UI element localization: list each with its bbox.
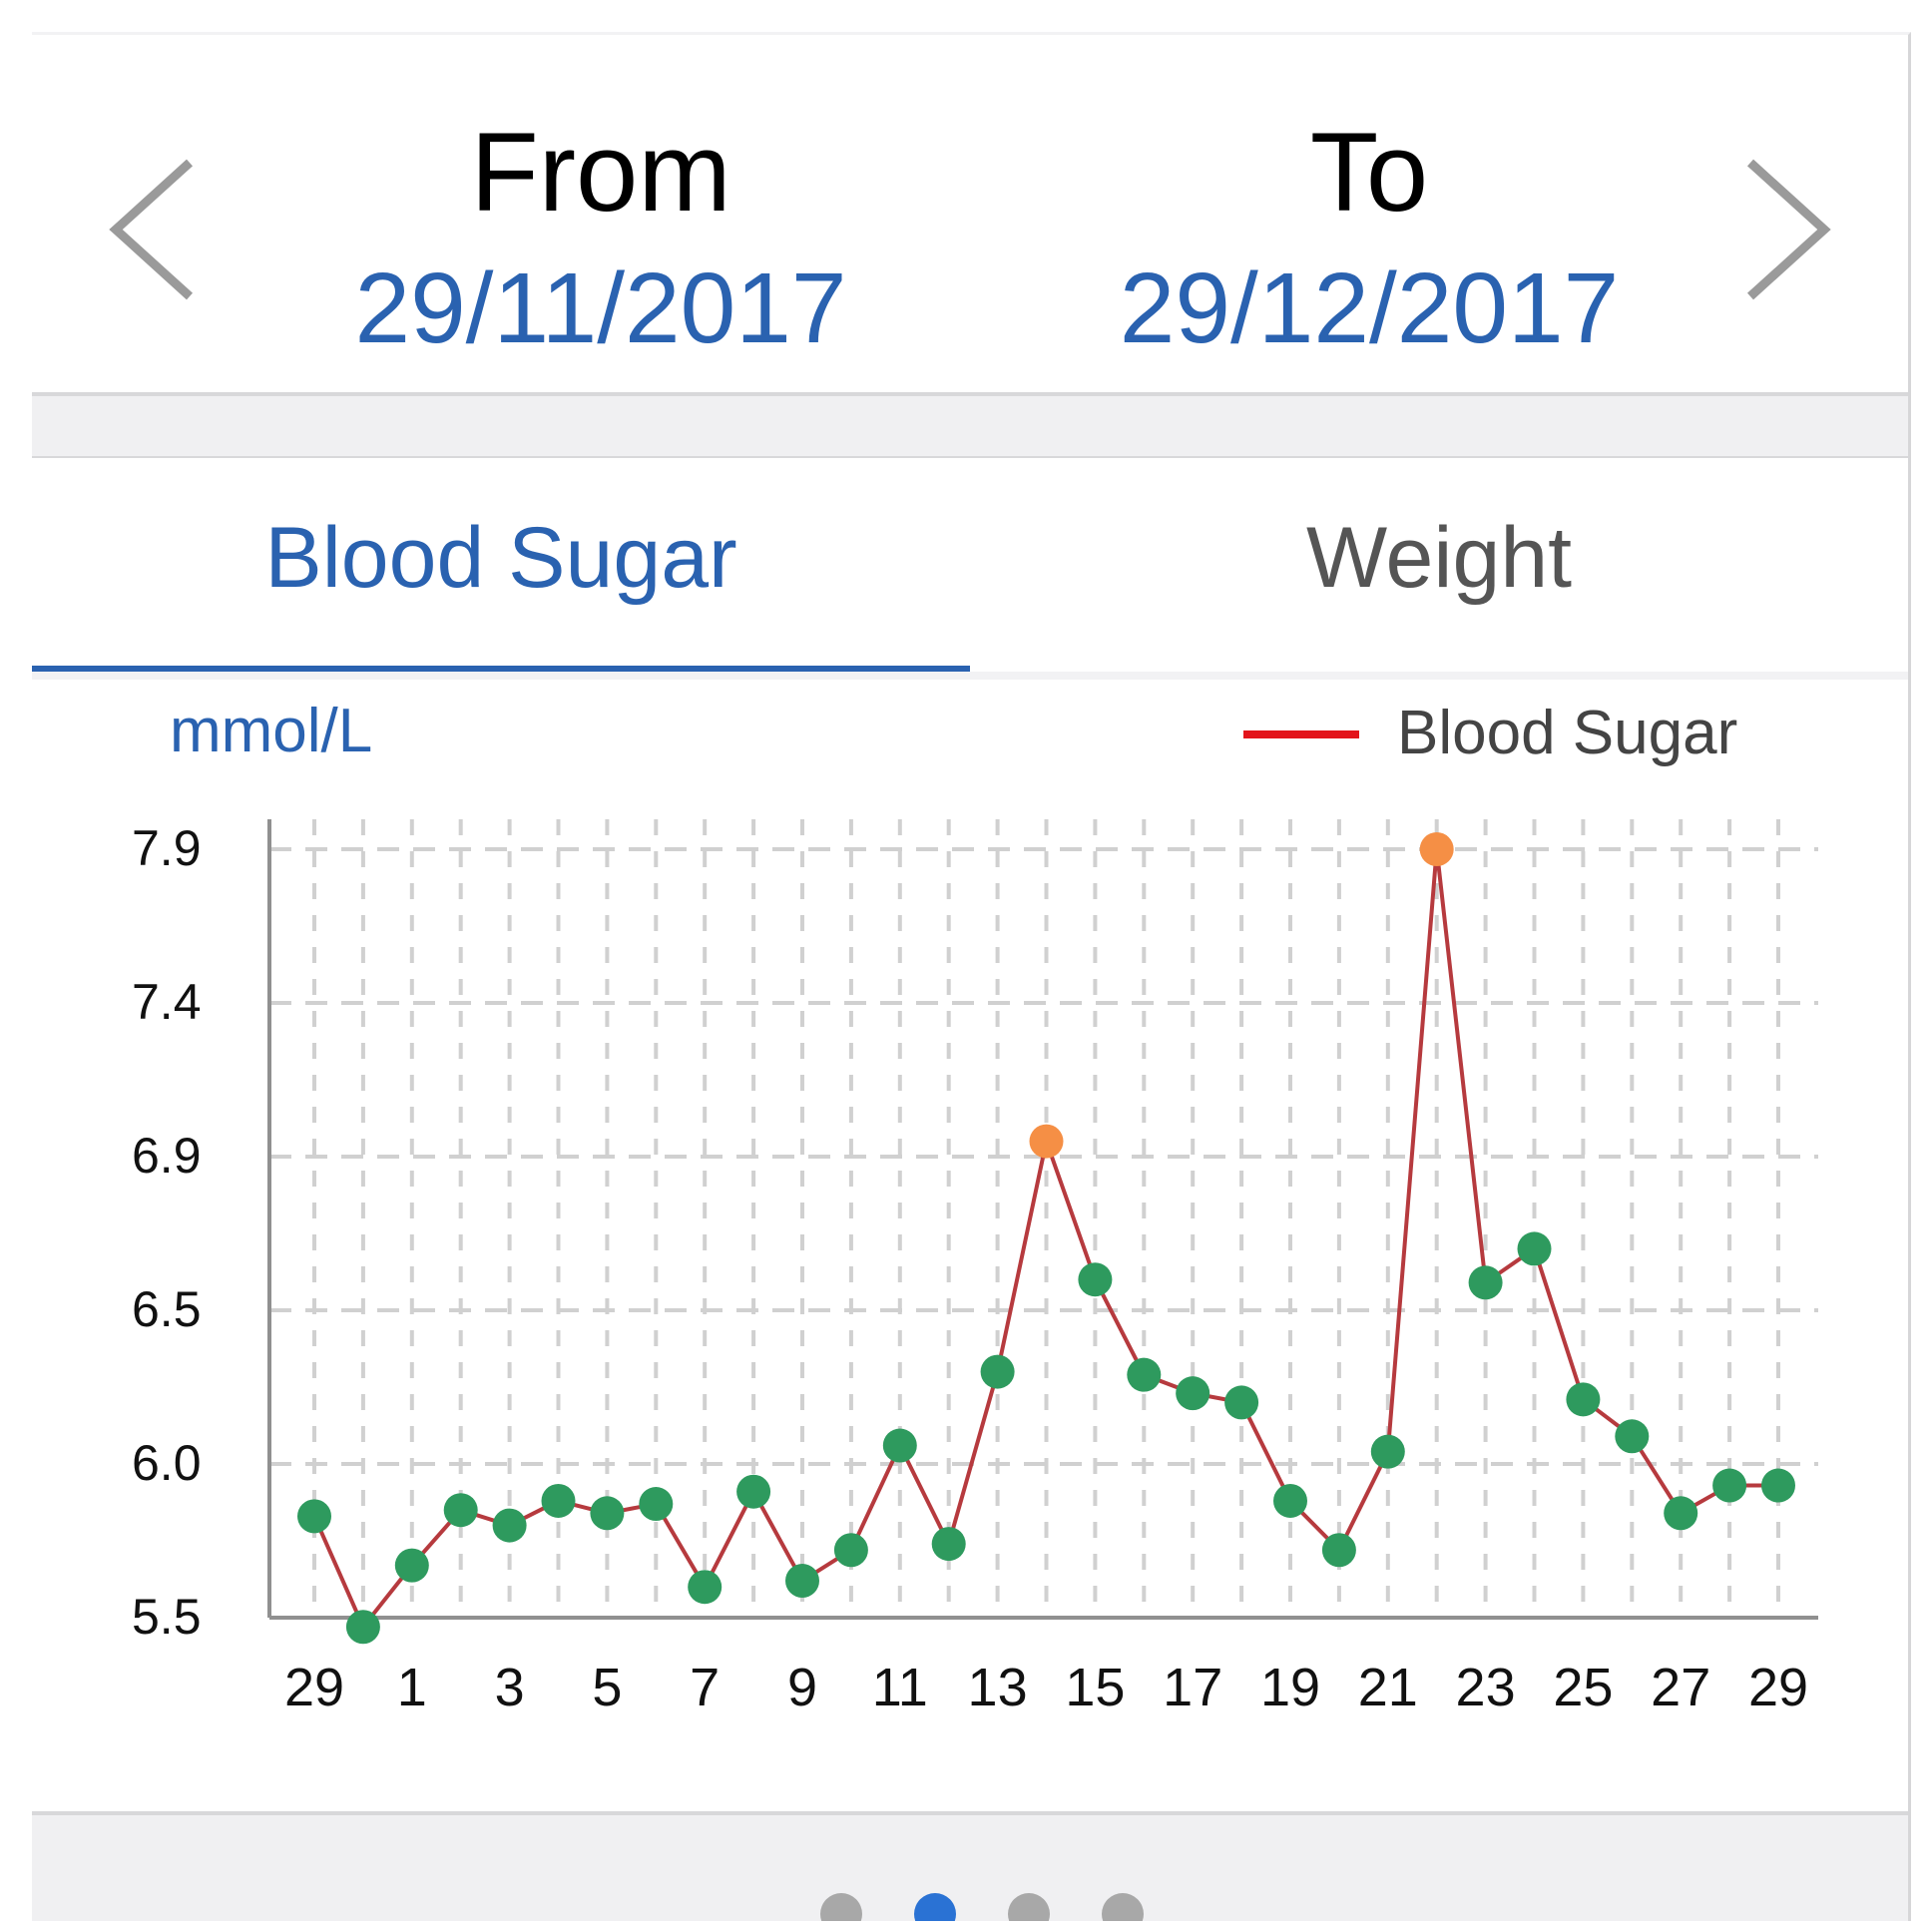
y-tick-label: 7.9 [132, 820, 202, 876]
x-tick-label: 3 [495, 1658, 525, 1717]
x-tick-label: 29 [1748, 1658, 1808, 1717]
tab-weight[interactable]: Weight [1305, 510, 1573, 606]
data-point [688, 1570, 723, 1605]
y-tick-label: 5.5 [132, 1589, 202, 1645]
data-point [1176, 1376, 1210, 1411]
x-tick-label: 1 [397, 1658, 427, 1717]
x-tick-label: 7 [690, 1658, 720, 1717]
data-point [1761, 1468, 1795, 1503]
data-point-high [1029, 1124, 1064, 1159]
x-tick-label: 25 [1553, 1658, 1613, 1717]
x-tick-label: 11 [872, 1658, 928, 1717]
data-point [1664, 1496, 1698, 1531]
section-separator [32, 392, 1908, 460]
data-point [736, 1474, 771, 1509]
page-dot-4[interactable] [1102, 1893, 1144, 1921]
data-point [639, 1487, 674, 1522]
y-axis-unit-label: mmol/L [170, 697, 372, 765]
x-tick-label: 9 [787, 1658, 817, 1717]
from-date-group: From 29/11/2017 [251, 110, 950, 365]
data-point [590, 1496, 625, 1531]
data-point-high [1419, 832, 1454, 866]
data-point [541, 1483, 576, 1518]
data-point [1517, 1231, 1552, 1266]
data-point [785, 1564, 819, 1599]
y-tick-label: 6.5 [132, 1281, 202, 1337]
tab-bar: Blood Sugar Weight [32, 458, 1908, 680]
data-point [931, 1527, 966, 1562]
to-date-group: To 29/12/2017 [1020, 110, 1718, 365]
chevron-left-icon[interactable] [102, 155, 212, 304]
data-point [345, 1610, 380, 1645]
data-point [1468, 1265, 1503, 1300]
data-point [1615, 1419, 1650, 1454]
x-tick-label: 13 [968, 1658, 1028, 1717]
data-point [1273, 1483, 1307, 1518]
screen-frame: From 29/11/2017 To 29/12/2017 Blood Suga… [32, 32, 1911, 1921]
y-tick-label: 6.0 [132, 1435, 202, 1491]
chevron-right-icon[interactable] [1728, 155, 1838, 304]
x-tick-label: 15 [1065, 1658, 1125, 1717]
x-tick-label: 27 [1651, 1658, 1710, 1717]
from-label: From [470, 110, 731, 235]
data-point [492, 1508, 527, 1543]
x-tick-label: 17 [1163, 1658, 1222, 1717]
data-point [1224, 1385, 1259, 1420]
to-label: To [1309, 110, 1429, 235]
date-range-header: From 29/11/2017 To 29/12/2017 [32, 35, 1908, 392]
page-dot-3[interactable] [1008, 1893, 1050, 1921]
data-point [1712, 1468, 1747, 1503]
page-dot-1[interactable] [820, 1893, 862, 1921]
y-tick-label: 7.4 [132, 974, 202, 1030]
data-point [1370, 1434, 1405, 1469]
from-date-value[interactable]: 29/11/2017 [354, 252, 847, 364]
legend-label: Blood Sugar [1397, 699, 1737, 767]
tab-blood-sugar[interactable]: Blood Sugar [264, 510, 737, 606]
data-point [297, 1499, 331, 1534]
data-point [882, 1428, 917, 1463]
active-tab-indicator [32, 666, 970, 672]
page-indicator-bar [32, 1811, 1908, 1921]
x-tick-label: 21 [1358, 1658, 1418, 1717]
data-point [1127, 1357, 1162, 1392]
x-tick-label: 19 [1260, 1658, 1320, 1717]
data-point [1566, 1382, 1601, 1417]
x-tick-label: 5 [592, 1658, 622, 1717]
data-point [1078, 1262, 1113, 1297]
y-tick-label: 6.9 [132, 1128, 202, 1184]
data-point [1321, 1533, 1356, 1568]
data-point [833, 1533, 868, 1568]
x-tick-label: 29 [284, 1658, 344, 1717]
data-point [443, 1493, 478, 1528]
data-point [980, 1354, 1015, 1389]
to-date-value[interactable]: 29/12/2017 [1119, 252, 1620, 364]
blood-sugar-chart: mmol/L Blood Sugar 7.9 7.4 6.9 6.5 6.0 5.5 29 1 3 5… [32, 680, 1908, 1817]
data-point [394, 1548, 429, 1583]
page-dot-2[interactable] [914, 1893, 956, 1921]
x-tick-label: 23 [1456, 1658, 1516, 1717]
